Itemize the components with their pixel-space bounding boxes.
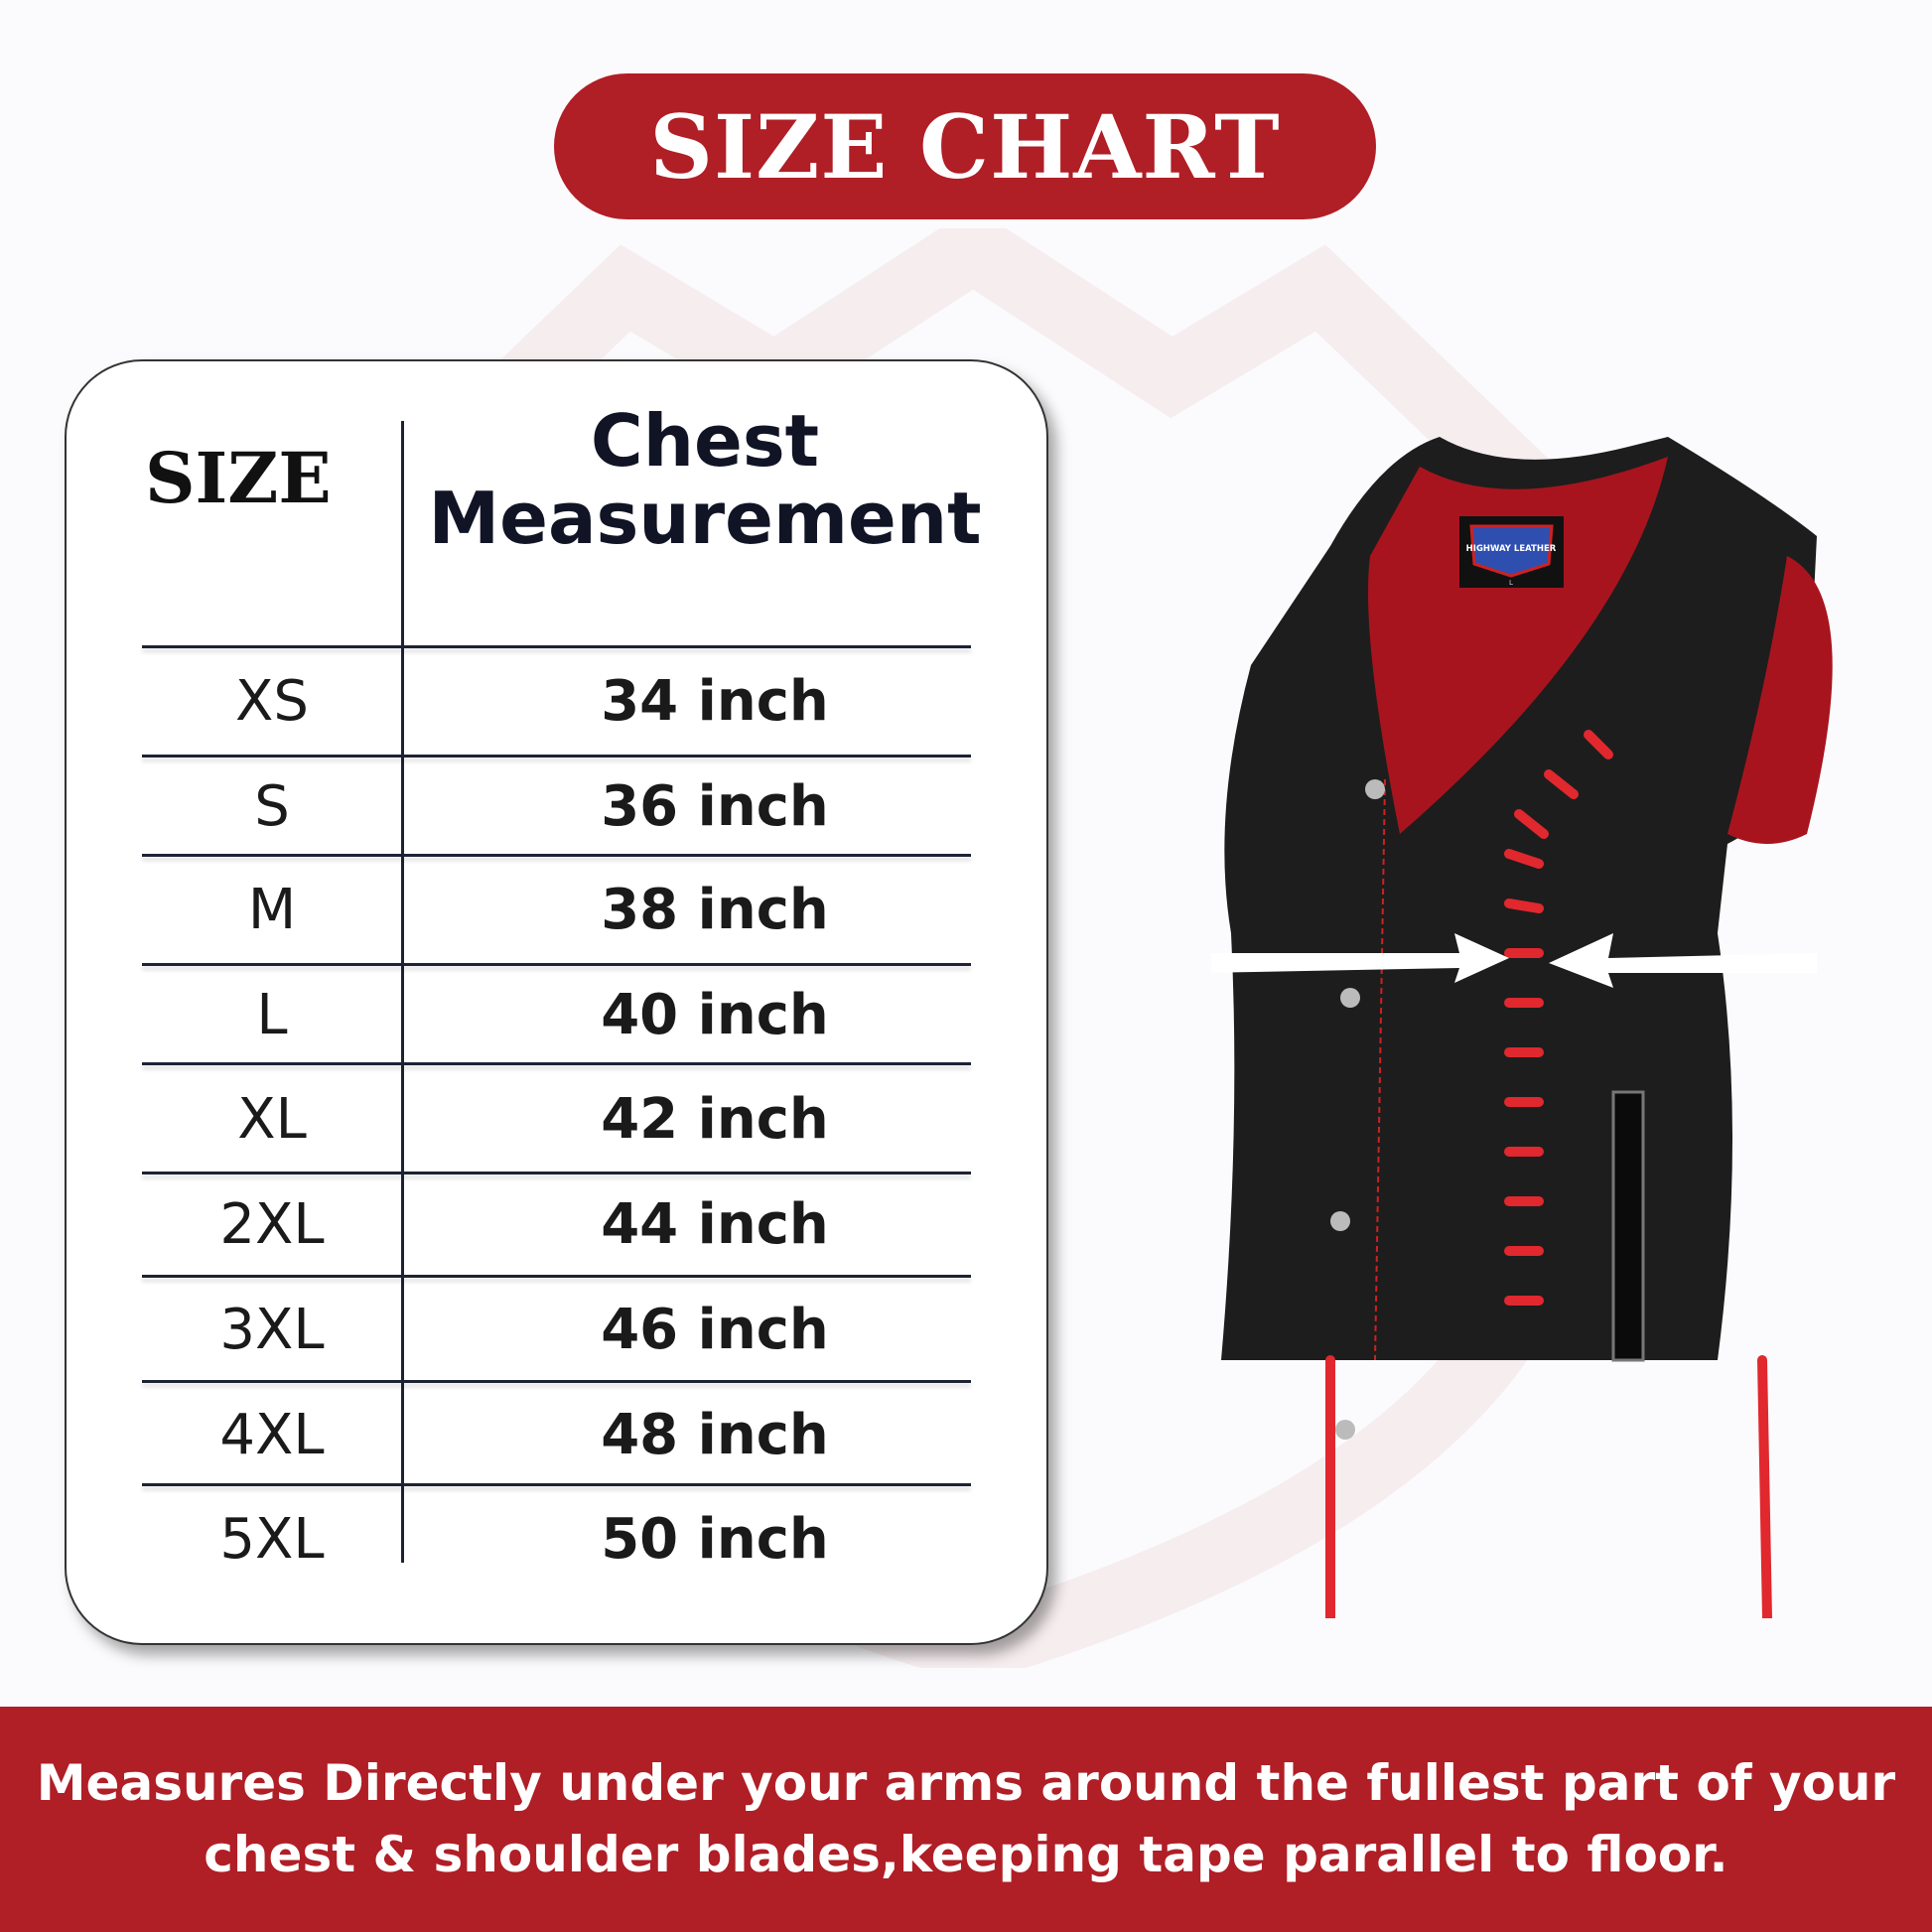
chest-cell: 50 inch [601,1507,829,1572]
header-chest-line2: Measurement [428,477,982,560]
row-divider [142,1380,971,1383]
size-cell: S [254,774,290,839]
size-cell: XS [235,669,309,734]
header-chest: Chest Measurement [427,402,983,557]
vest-body [1221,437,1817,1360]
footer-line2: chest & shoulder blades,keeping tape par… [204,1826,1728,1883]
chest-cell: 42 inch [601,1087,829,1152]
zipper-pocket [1611,1090,1645,1362]
row-divider [142,1172,971,1174]
size-cell: XL [237,1087,307,1152]
row-divider [142,755,971,758]
size-cell: 2XL [219,1192,325,1257]
column-divider [401,421,404,1563]
size-cell: L [256,983,288,1047]
row-divider [142,854,971,857]
footer-line1: Measures Directly under your arms around… [36,1754,1896,1812]
title-banner: SIZE CHART [554,73,1376,219]
header-size: SIZE [145,437,332,519]
chest-cell: 40 inch [601,983,829,1047]
chest-cell: 48 inch [601,1403,829,1467]
vest-image: HIGHWAY LEATHER L [1211,437,1833,1618]
page-title: SIZE CHART [649,94,1281,199]
size-cell: 5XL [219,1507,325,1572]
header-chest-line1: Chest [590,399,820,483]
chest-cell: 36 inch [601,774,829,839]
brand-label-text: HIGHWAY LEATHER [1466,544,1557,554]
chest-cell: 38 inch [601,878,829,942]
size-cell: M [247,878,297,942]
label-size-text: L [1509,579,1513,587]
row-divider [142,645,971,648]
chest-cell: 34 inch [601,669,829,734]
row-divider [142,1483,971,1486]
vest-lining [1368,457,1668,834]
size-cell: 4XL [219,1403,325,1467]
size-table-card [65,359,1048,1645]
row-divider [142,1275,971,1278]
size-cell: 3XL [219,1298,325,1362]
measure-arrows-icon [1211,933,1817,988]
row-divider [142,1062,971,1065]
footer-instructions: Measures Directly under your arms around… [0,1707,1932,1932]
armhole-lining [1727,556,1833,844]
chest-cell: 44 inch [601,1192,829,1257]
row-divider [142,963,971,966]
chest-cell: 46 inch [601,1298,829,1362]
